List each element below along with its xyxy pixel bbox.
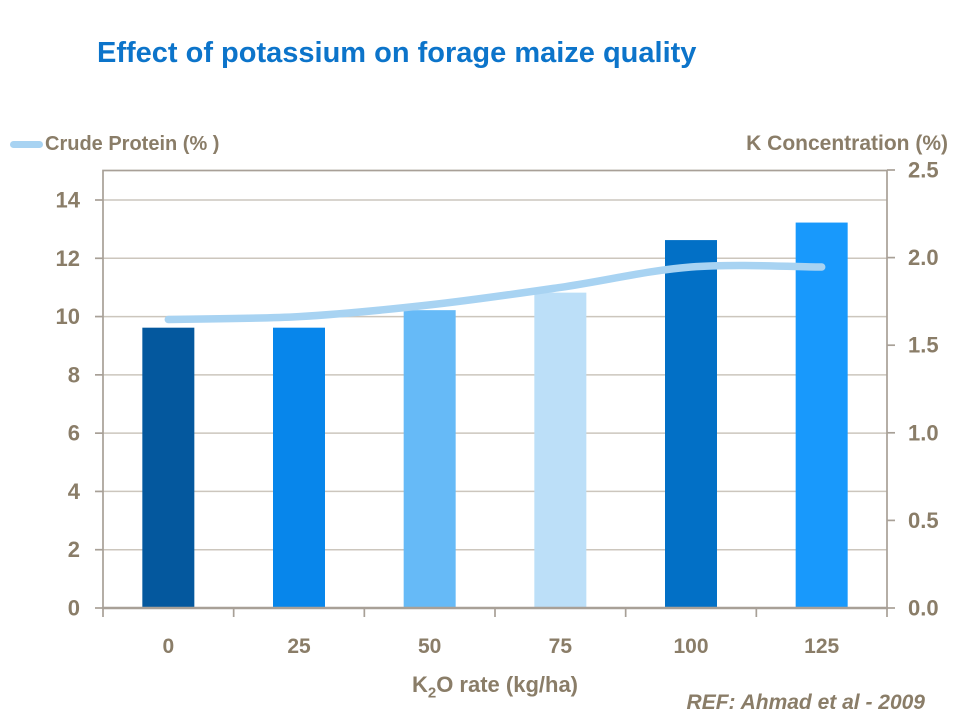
right-axis-tick-label: 2.0 [908, 245, 939, 270]
x-axis-tick-label: 25 [287, 635, 311, 658]
left-axis-tick-label: 2 [68, 537, 80, 562]
x-axis-tick-label: 0 [162, 635, 174, 658]
left-axis-tick-label: 6 [68, 421, 80, 446]
x-axis-tick-label: 50 [418, 635, 441, 658]
x-axis-title-subscript: 2 [427, 684, 437, 702]
left-axis-tick-label: 14 [56, 188, 81, 213]
left-axis-tick-label: 12 [56, 246, 80, 271]
right-axis-tick-label: 0.5 [908, 508, 939, 533]
x-axis-title-rest: O rate (kg/ha) [436, 672, 579, 697]
bar-125 [795, 222, 848, 608]
left-axis-tick-label: 0 [68, 596, 80, 621]
reference-text: REF: Ahmad et al - 2009 [686, 691, 925, 714]
x-axis-title: K2O rate (kg/ha) [103, 672, 887, 701]
legend-label: Crude Protein (% ) [45, 132, 220, 155]
right-axis-title: K Concentration (%) [746, 132, 948, 155]
bar-25 [273, 327, 325, 608]
x-axis-tick-label: 100 [673, 635, 708, 658]
line-series-swatch-icon [10, 140, 43, 148]
left-axis-tick-label: 10 [56, 304, 80, 329]
right-axis-tick-label: 1.0 [908, 420, 939, 445]
plot-frame [102, 169, 888, 609]
bar-100 [665, 240, 717, 608]
crude-protein-line [164, 261, 826, 324]
bar-75 [534, 292, 587, 608]
left-axis-tick-label: 4 [68, 479, 81, 504]
right-axis-tick-label: 1.5 [908, 333, 939, 358]
bar-50 [403, 310, 456, 608]
right-axis-tick-label: 0.0 [908, 596, 939, 621]
bar-0 [142, 327, 195, 608]
x-axis-tick-label: 75 [549, 635, 573, 658]
chart-title: Effect of potassium on forage maize qual… [97, 37, 697, 69]
right-axis-tick-label: 2.5 [908, 158, 939, 183]
x-axis-tick-label: 125 [804, 635, 839, 658]
x-axis-title-base: K [411, 672, 428, 697]
legend-crude-protein: Crude Protein (% ) [10, 131, 219, 157]
left-axis-tick-label: 8 [68, 362, 80, 387]
